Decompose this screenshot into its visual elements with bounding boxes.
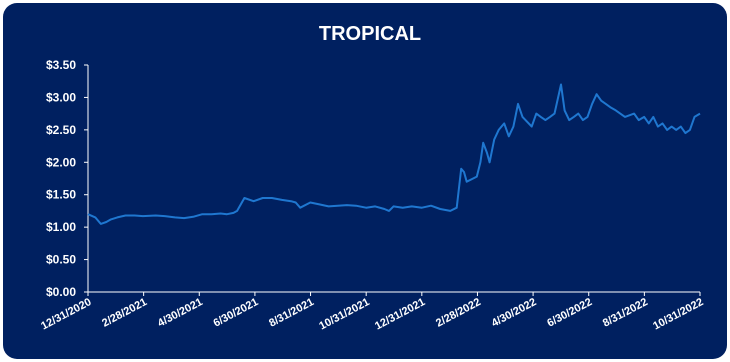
x-axis-ticks: 12/31/2020 2/28/2021 4/30/2021 6/30/2021 8/3… [39, 292, 705, 332]
x-tick-label: 6/30/2022 [545, 296, 594, 330]
x-tick-label: 8/31/2021 [267, 296, 316, 330]
x-tick-label: 8/31/2022 [601, 296, 650, 330]
x-tick-label: 10/31/2022 [651, 296, 705, 332]
x-tick-label: 2/28/2022 [434, 296, 483, 330]
y-tick-label: $2.00 [46, 155, 76, 169]
y-tick-label: $0.00 [46, 285, 76, 299]
price-line [87, 83, 701, 225]
y-tick-label: $0.50 [46, 253, 76, 267]
x-tick-label: 6/30/2021 [211, 296, 260, 330]
x-tick-label: 12/31/2020 [39, 296, 93, 332]
chart-title: TROPICAL [319, 23, 421, 45]
chart-card [3, 3, 727, 359]
x-tick-label: 4/30/2022 [490, 296, 539, 330]
x-tick-label: 2/28/2021 [100, 296, 149, 330]
y-tick-label: $3.00 [46, 90, 76, 104]
x-tick-label: 12/31/2021 [373, 296, 427, 332]
x-tick-label: 10/31/2021 [317, 296, 371, 332]
x-tick-label: 4/30/2021 [156, 296, 205, 330]
y-tick-label: $1.00 [46, 220, 76, 234]
y-axis-ticks: $0.00 $0.50 $1.00 $1.50 $2.00 $2.50 $3.00 $3.50 [46, 58, 88, 299]
y-tick-label: $3.50 [46, 58, 76, 72]
y-tick-label: $1.50 [46, 188, 76, 202]
y-tick-label: $2.50 [46, 123, 76, 137]
